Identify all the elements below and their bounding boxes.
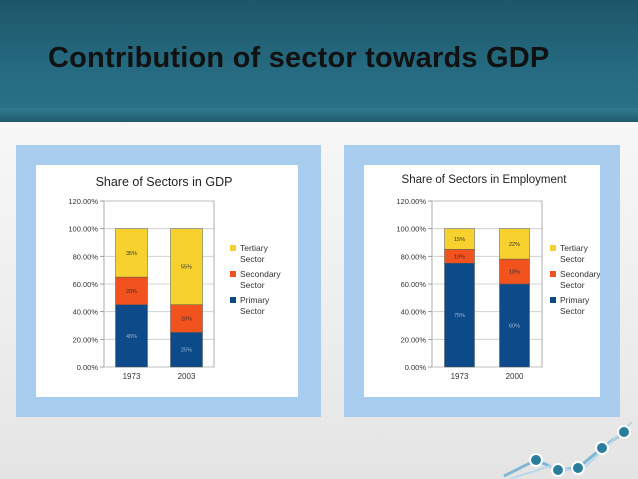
data-label: 25% bbox=[181, 348, 192, 354]
data-label: 15% bbox=[454, 237, 465, 243]
y-tick-label: 80.00% bbox=[73, 252, 99, 261]
y-tick-label: 20.00% bbox=[401, 335, 427, 344]
legend-swatch bbox=[550, 271, 556, 277]
bar-segment-primary-sector bbox=[115, 304, 148, 368]
y-tick-label: 20.00% bbox=[73, 335, 99, 344]
x-tick-label: 2003 bbox=[178, 372, 196, 381]
legend-label: Sector bbox=[240, 280, 265, 290]
y-tick-label: 60.00% bbox=[401, 280, 427, 289]
bar-segment-secondary-sector bbox=[115, 276, 148, 306]
legend-swatch bbox=[230, 297, 236, 303]
data-label: 22% bbox=[509, 242, 520, 248]
y-tick-label: 60.00% bbox=[73, 280, 99, 289]
y-tick-label: 0.00% bbox=[405, 363, 427, 372]
node-dot bbox=[529, 453, 543, 467]
legend-label: Tertiary bbox=[240, 243, 269, 253]
bar-segment-primary-sector bbox=[444, 263, 475, 368]
data-label: 35% bbox=[126, 251, 137, 257]
y-tick-label: 40.00% bbox=[73, 308, 99, 317]
chart-title: Share of Sectors in Employment bbox=[402, 174, 568, 186]
x-tick-label: 1973 bbox=[451, 372, 469, 381]
bar-segment-tertiary-sector bbox=[170, 228, 203, 306]
employment-chart-frame: Share of Sectors in Employment 0.00% 20.00… bbox=[344, 145, 620, 417]
bar-segment-primary-sector bbox=[499, 283, 530, 368]
node-dot bbox=[595, 441, 609, 455]
legend-label: Primary bbox=[560, 295, 590, 305]
legend-label: Sector bbox=[240, 306, 265, 316]
data-label: 20% bbox=[126, 289, 137, 295]
slide-title: Contribution of sector towards GDP bbox=[48, 42, 550, 74]
chart-title: Share of Sectors in GDP bbox=[96, 175, 233, 189]
node-dot bbox=[571, 461, 585, 475]
network-decoration bbox=[503, 421, 633, 479]
legend-label: Secondary bbox=[560, 269, 600, 279]
node-dot bbox=[617, 425, 631, 439]
y-tick-label: 100.00% bbox=[396, 225, 426, 234]
data-label: 18% bbox=[509, 270, 520, 276]
data-label: 55% bbox=[181, 265, 192, 271]
y-tick-label: 120.00% bbox=[68, 197, 98, 206]
bar-segment-tertiary-sector bbox=[444, 228, 475, 250]
data-label: 45% bbox=[126, 334, 137, 340]
y-tick-label: 120.00% bbox=[396, 197, 426, 206]
bar-segment-primary-sector bbox=[170, 332, 203, 368]
gdp-chart: Share of Sectors in GDP 0.00% 20.00% 40.00%… bbox=[68, 175, 281, 381]
legend-label: Sector bbox=[560, 254, 585, 264]
employment-chart: Share of Sectors in Employment 0.00% 20.00… bbox=[396, 174, 601, 381]
legend-swatch bbox=[230, 245, 236, 251]
y-tick-label: 40.00% bbox=[401, 308, 427, 317]
legend-swatch bbox=[550, 245, 556, 251]
slide-header: Contribution of sector towards GDP bbox=[0, 0, 638, 122]
employment-chart-panel: Share of Sectors in Employment 0.00% 20.00… bbox=[364, 165, 601, 397]
gdp-chart-panel: Share of Sectors in GDP 0.00% 20.00% 40.00%… bbox=[36, 165, 298, 397]
x-tick-label: 1973 bbox=[123, 372, 141, 381]
bar-segment-tertiary-sector bbox=[499, 228, 530, 260]
y-tick-label: 100.00% bbox=[68, 225, 98, 234]
bar-segment-secondary-sector bbox=[170, 304, 203, 333]
legend-swatch bbox=[550, 297, 556, 303]
legend-label: Sector bbox=[560, 280, 585, 290]
data-label: 20% bbox=[181, 317, 192, 323]
data-label: 60% bbox=[509, 324, 520, 330]
legend-label: Primary bbox=[240, 295, 270, 305]
gdp-chart-frame: Share of Sectors in GDP 0.00% 20.00% 40.00%… bbox=[16, 145, 321, 417]
node-dot bbox=[551, 463, 565, 477]
legend-swatch bbox=[230, 271, 236, 277]
bar-segment-tertiary-sector bbox=[115, 228, 148, 278]
legend-label: Tertiary bbox=[560, 243, 589, 253]
legend-label: Secondary bbox=[240, 269, 281, 279]
legend-label: Sector bbox=[560, 306, 585, 316]
x-tick-label: 2000 bbox=[506, 372, 524, 381]
y-tick-label: 80.00% bbox=[401, 252, 427, 261]
header-stripe bbox=[0, 108, 638, 122]
data-label: 10% bbox=[454, 254, 465, 260]
y-tick-label: 0.00% bbox=[77, 363, 99, 372]
legend-label: Sector bbox=[240, 254, 265, 264]
data-label: 75% bbox=[454, 313, 465, 319]
